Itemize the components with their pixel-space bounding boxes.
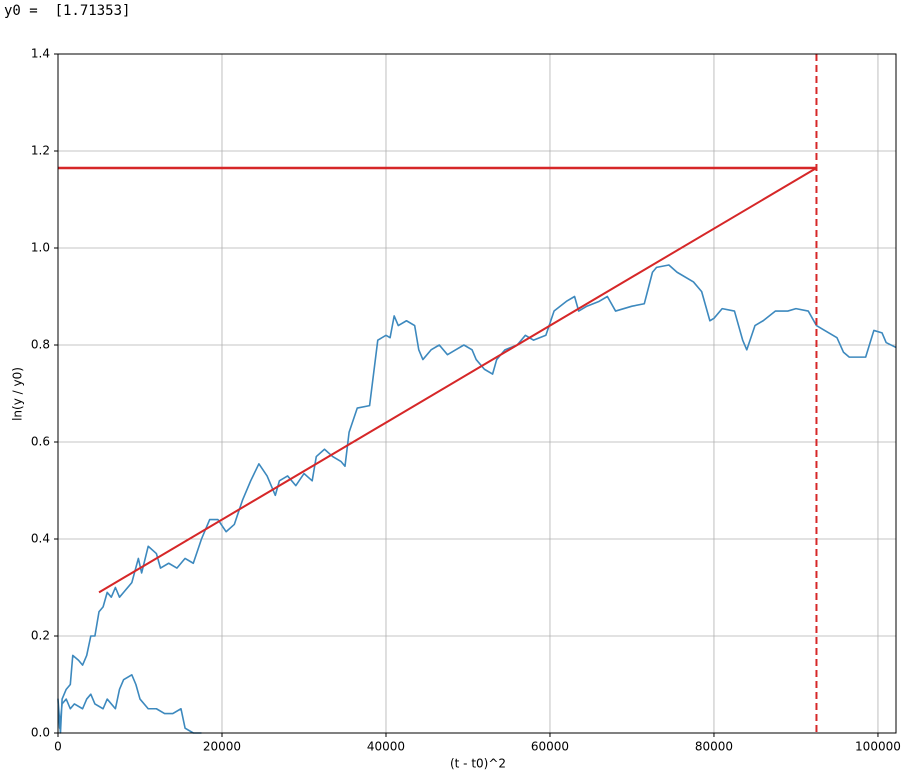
x-tick-label: 20000: [203, 740, 241, 754]
y-tick-label: 0.2: [31, 629, 50, 643]
x-tick-label: 100000: [855, 740, 901, 754]
x-tick-label: 40000: [367, 740, 405, 754]
y-tick-label: 0.4: [31, 532, 50, 546]
y-tick-label: 0.0: [31, 726, 50, 740]
y-tick-label: 1.4: [31, 47, 50, 61]
y-tick-label: 1.0: [31, 241, 50, 255]
y-axis-label: ln(y / y0): [11, 367, 25, 421]
y-tick-label: 0.6: [31, 435, 50, 449]
data-line: [98, 167, 817, 594]
x-tick-label: 60000: [531, 740, 569, 754]
y-tick-label: 0.8: [31, 338, 50, 352]
x-axis-label: (t - t0)^2: [450, 757, 506, 771]
data-line: [57, 264, 897, 734]
x-tick-label: 80000: [695, 740, 733, 754]
y-tick-label: 1.2: [31, 144, 50, 158]
plot-frame: [57, 53, 897, 734]
x-tick-label: 0: [54, 740, 62, 754]
output-text: y0 = [1.71353]: [4, 3, 131, 19]
